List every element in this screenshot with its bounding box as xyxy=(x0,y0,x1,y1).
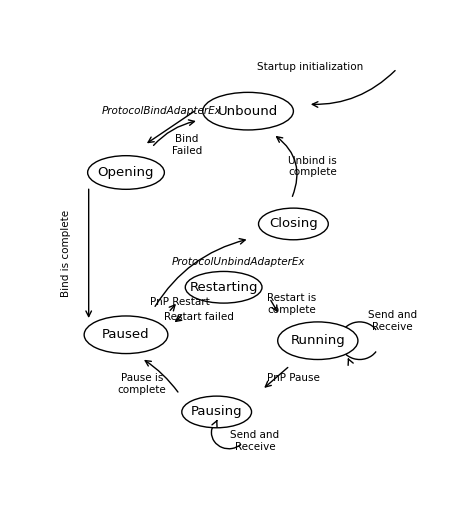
Text: ProtocolBindAdapterEx: ProtocolBindAdapterEx xyxy=(102,106,221,116)
Text: Restarting: Restarting xyxy=(189,281,258,294)
FancyArrowPatch shape xyxy=(86,189,91,317)
FancyArrowPatch shape xyxy=(176,315,182,321)
Ellipse shape xyxy=(182,396,252,428)
Ellipse shape xyxy=(88,156,164,189)
FancyArrowPatch shape xyxy=(169,305,175,311)
Text: Send and
Receive: Send and Receive xyxy=(368,310,417,332)
Text: Running: Running xyxy=(290,334,345,347)
Text: Restart failed: Restart failed xyxy=(164,312,234,322)
Text: Pause is
complete: Pause is complete xyxy=(117,374,166,395)
Ellipse shape xyxy=(278,322,358,359)
FancyArrowPatch shape xyxy=(271,300,277,311)
Ellipse shape xyxy=(84,316,168,354)
Text: Pausing: Pausing xyxy=(191,406,243,418)
FancyArrowPatch shape xyxy=(312,70,395,107)
Text: Unbind is
complete: Unbind is complete xyxy=(288,156,337,177)
Text: Unbound: Unbound xyxy=(218,105,278,118)
Ellipse shape xyxy=(258,208,328,240)
FancyArrowPatch shape xyxy=(155,238,245,306)
FancyArrowPatch shape xyxy=(277,137,297,196)
Text: Closing: Closing xyxy=(269,217,318,230)
FancyArrowPatch shape xyxy=(145,361,178,392)
Text: Restart is
complete: Restart is complete xyxy=(267,293,316,315)
FancyArrowPatch shape xyxy=(153,120,194,145)
Text: PnP Restart: PnP Restart xyxy=(150,297,210,307)
Text: ProtocolUnbindAdapterEx: ProtocolUnbindAdapterEx xyxy=(171,256,305,267)
Text: Bind
Failed: Bind Failed xyxy=(172,134,202,156)
Ellipse shape xyxy=(203,93,293,130)
FancyArrowPatch shape xyxy=(148,111,195,142)
Text: Bind is complete: Bind is complete xyxy=(62,210,72,297)
FancyArrowPatch shape xyxy=(266,368,288,387)
Text: Paused: Paused xyxy=(102,328,150,341)
Text: Startup initialization: Startup initialization xyxy=(257,62,363,71)
Ellipse shape xyxy=(185,271,262,303)
Text: Opening: Opening xyxy=(98,166,154,179)
Text: Send and
Receive: Send and Receive xyxy=(230,430,279,452)
Text: PnP Pause: PnP Pause xyxy=(267,373,320,383)
